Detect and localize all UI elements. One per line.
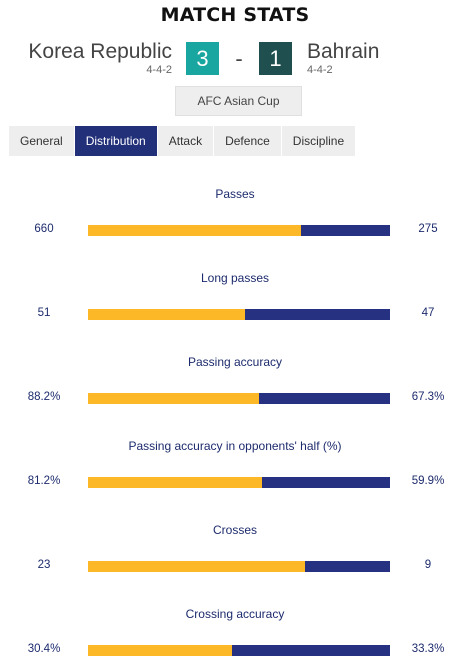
away-bar-segment <box>305 561 390 572</box>
tab-distribution[interactable]: Distribution <box>74 126 158 156</box>
score-separator: - <box>235 46 243 71</box>
comparison-bar <box>88 561 390 572</box>
comparison-bar <box>88 309 390 320</box>
away-stat-value: 47 <box>421 307 435 319</box>
home-bar-segment <box>88 561 306 572</box>
home-bar-segment <box>88 309 246 320</box>
away-bar-segment <box>301 225 390 236</box>
stat-label: Long passes <box>200 271 270 285</box>
home-stat-value: 81.2% <box>27 475 61 487</box>
home-stat-value: 23 <box>37 559 51 571</box>
comparison-bar <box>88 225 390 236</box>
comparison-bar <box>88 645 390 656</box>
comparison-bar <box>88 393 390 404</box>
away-bar-segment <box>232 645 390 656</box>
tab-attack[interactable]: Attack <box>157 126 215 156</box>
home-bar-segment <box>88 645 233 656</box>
tab-defence[interactable]: Defence <box>214 126 282 156</box>
stat-label: Crosses <box>212 523 257 537</box>
stat-label: Passes <box>215 187 255 201</box>
away-bar-segment <box>245 309 390 320</box>
comparison-bar <box>88 477 390 488</box>
stat-label: Passing accuracy in opponents' half (%) <box>128 439 342 453</box>
home-stat-value: 30.4% <box>27 643 61 655</box>
away-bar-segment <box>261 477 390 488</box>
away-stat-value: 67.3% <box>411 391 445 403</box>
away-stat-value: 33.3% <box>411 643 445 655</box>
tab-general[interactable]: General <box>9 126 75 156</box>
competition-badge: AFC Asian Cup <box>175 86 302 116</box>
away-score: 1 <box>259 42 292 75</box>
home-team-name: Korea Republic <box>28 40 172 63</box>
away-stat-value: 59.9% <box>411 475 445 487</box>
away-bar-segment <box>259 393 390 404</box>
stat-label: Crossing accuracy <box>185 607 285 621</box>
stat-row-crossing-accuracy: Crossing accuracy 30.4% 33.3% <box>0 607 470 668</box>
tab-discipline[interactable]: Discipline <box>281 126 357 156</box>
stat-row-long-passes: Long passes 51 47 <box>0 271 470 355</box>
stat-row-passing-accuracy: Passing accuracy 88.2% 67.3% <box>0 355 470 439</box>
away-team-name: Bahrain <box>307 40 380 63</box>
home-bar-segment <box>88 225 302 236</box>
away-team-formation: 4-4-2 <box>307 64 333 76</box>
home-team-formation: 4-4-2 <box>146 64 172 76</box>
home-bar-segment <box>88 477 262 488</box>
stat-row-passes: Passes 660 275 <box>0 187 470 271</box>
stat-row-crosses: Crosses 23 9 <box>0 523 470 607</box>
home-stat-value: 660 <box>34 223 54 235</box>
home-score: 3 <box>186 42 219 75</box>
away-stat-value: 9 <box>424 559 432 571</box>
stats-tab-bar: General Distribution Attack Defence Disc… <box>9 126 357 156</box>
page-title: MATCH STATS <box>160 4 310 26</box>
stat-row-passing-accuracy-opp-half: Passing accuracy in opponents' half (%) … <box>0 439 470 523</box>
home-stat-value: 88.2% <box>27 391 61 403</box>
stat-label: Passing accuracy <box>187 355 283 369</box>
home-bar-segment <box>88 393 260 404</box>
away-stat-value: 275 <box>418 223 438 235</box>
home-stat-value: 51 <box>37 307 51 319</box>
